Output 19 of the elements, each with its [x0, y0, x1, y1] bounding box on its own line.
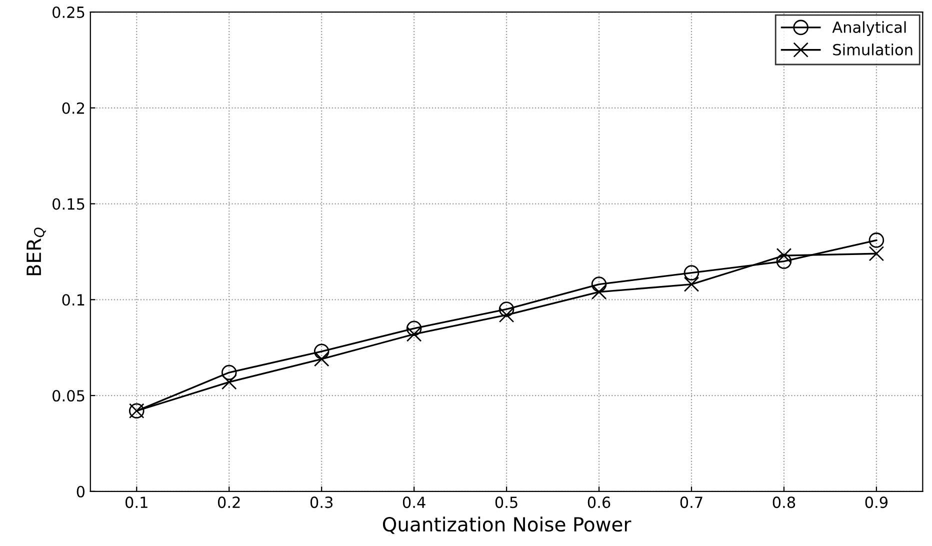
- legend-label: Simulation: [833, 44, 912, 56]
- x-tick-label: 0.1: [126, 496, 148, 508]
- legend-label: Analytical: [832, 21, 906, 36]
- x-axis-title: Quantization Noise Power: [382, 516, 632, 534]
- y-tick-label: 0.25: [52, 6, 84, 18]
- x-tick-label: 0.7: [680, 496, 702, 508]
- y-tick-label: 0.15: [52, 198, 84, 210]
- x-tick-label: 0.6: [588, 496, 610, 508]
- y-axis-title: BER$_{Q}$: [26, 228, 46, 276]
- y-tick-label: 0.1: [62, 294, 84, 306]
- x-tick-label: 0.9: [865, 496, 888, 508]
- x-tick-label: 0.3: [310, 496, 333, 508]
- x-tick-label: 0.4: [402, 496, 426, 508]
- x-tick-label: 0.5: [495, 496, 518, 508]
- y-tick-label: 0.2: [62, 102, 84, 114]
- y-tick-label: 0: [76, 486, 85, 498]
- x-tick-label: 0.2: [218, 496, 240, 508]
- x-tick-label: 0.8: [772, 496, 796, 508]
- y-tick-label: 0.05: [52, 390, 84, 402]
